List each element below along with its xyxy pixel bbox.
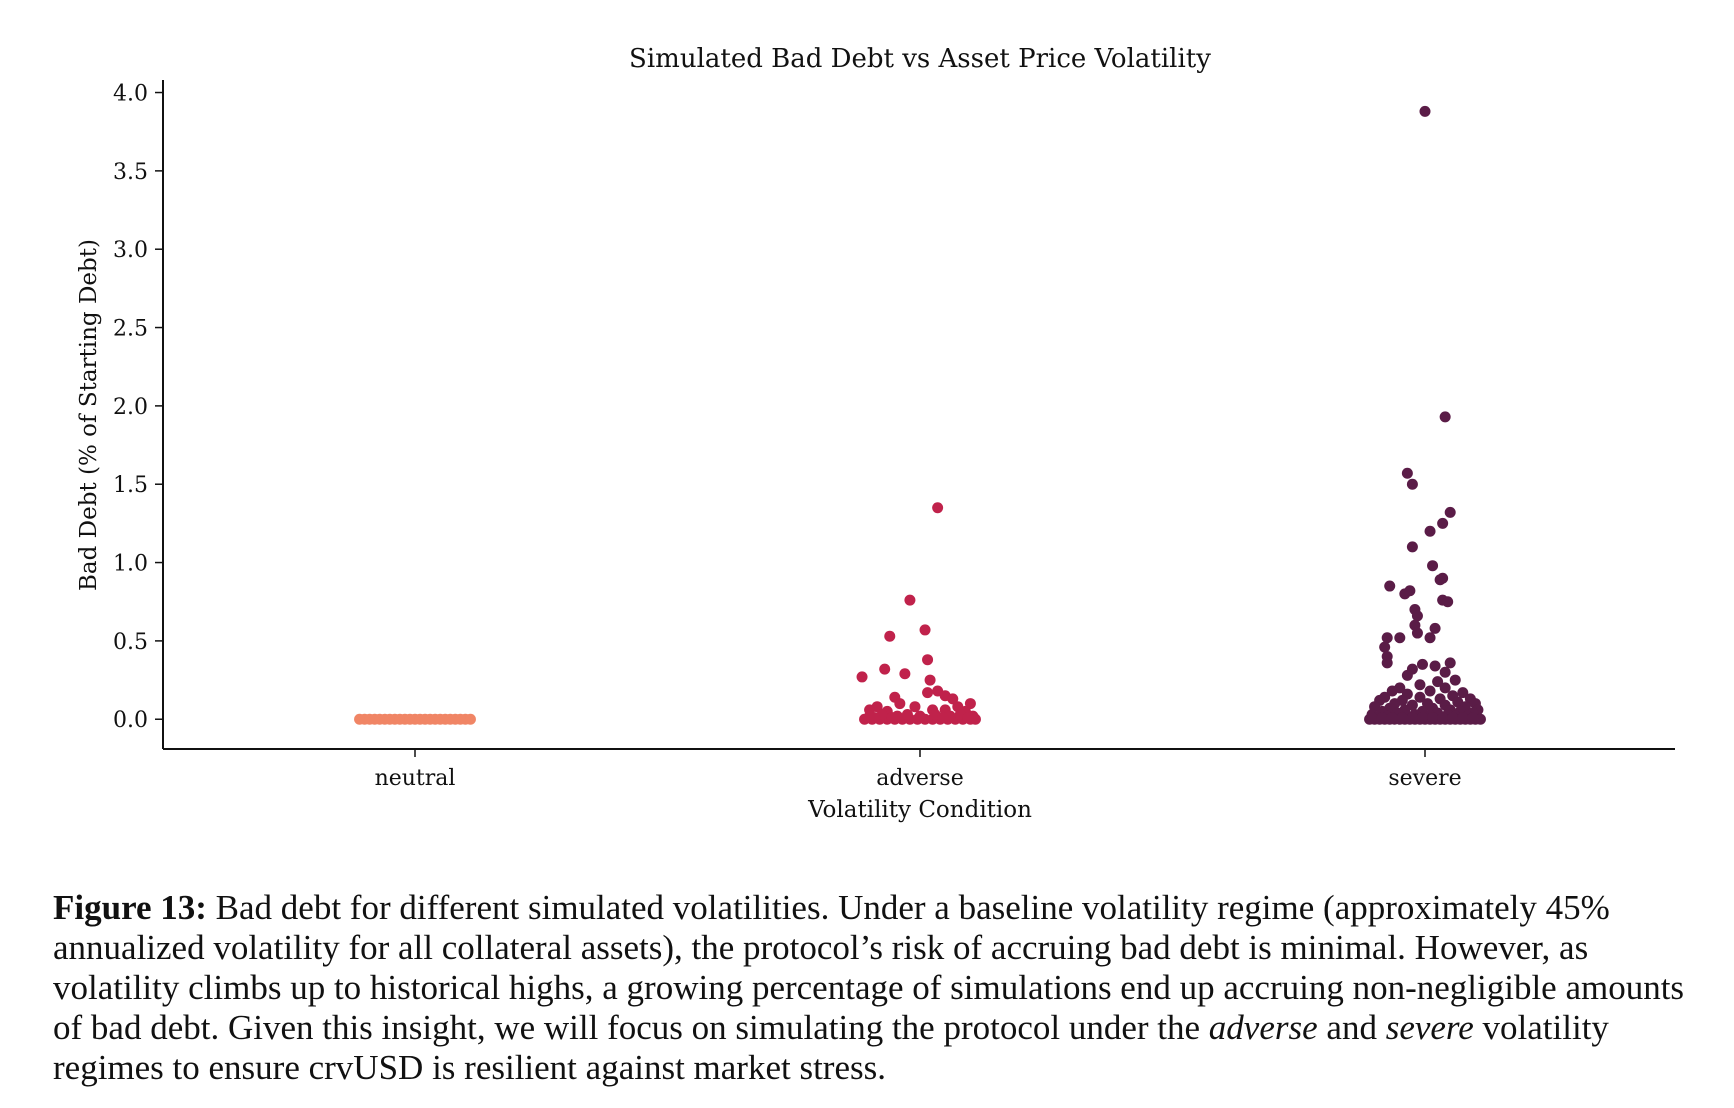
data-point-severe — [1376, 712, 1388, 724]
chart-title: Simulated Bad Debt vs Asset Price Volati… — [629, 44, 1211, 74]
data-point-adverse — [904, 594, 916, 606]
data-point-severe — [1416, 658, 1428, 670]
y-tick-label: 3.5 — [113, 160, 148, 185]
y-tick-label: 0.5 — [113, 630, 148, 655]
caption-text-1: Bad debt for different simulated volatil… — [53, 888, 1685, 1047]
data-point-severe — [1439, 411, 1451, 423]
x-axis-label: Volatility Condition — [807, 797, 1032, 823]
data-point-severe — [1424, 525, 1436, 537]
y-tick-label: 0.0 — [113, 708, 148, 733]
data-point-adverse — [922, 687, 934, 699]
data-point-severe — [1444, 657, 1456, 669]
data-point-adverse — [909, 701, 921, 713]
data-point-severe — [1442, 596, 1454, 608]
data-point-adverse — [886, 712, 898, 724]
data-point-adverse — [914, 710, 926, 722]
data-points — [354, 105, 1486, 725]
data-point-severe — [1439, 666, 1451, 678]
data-point-severe — [1457, 687, 1469, 699]
y-tick-label: 1.5 — [113, 473, 148, 498]
data-point-severe — [1381, 632, 1393, 644]
data-point-adverse — [879, 663, 891, 675]
data-point-neutral — [464, 713, 476, 725]
data-point-severe — [1437, 517, 1449, 529]
caption-em-adverse: adverse — [1208, 1008, 1318, 1047]
x-tick-label: neutral — [375, 766, 456, 791]
data-point-adverse — [899, 668, 911, 680]
x-tick-label: severe — [1388, 766, 1461, 791]
data-point-severe — [1427, 560, 1439, 572]
caption-text-2: and — [1317, 1008, 1386, 1047]
data-point-severe — [1416, 712, 1428, 724]
data-point-severe — [1429, 660, 1441, 672]
data-point-severe — [1401, 669, 1413, 681]
data-point-adverse — [962, 712, 974, 724]
data-point-adverse — [932, 502, 944, 514]
data-point-severe — [1457, 712, 1469, 724]
data-point-severe — [1432, 676, 1444, 688]
data-point-severe — [1366, 712, 1378, 724]
data-point-severe — [1447, 712, 1459, 724]
data-point-severe — [1419, 105, 1431, 117]
data-point-severe — [1444, 506, 1456, 518]
data-point-severe — [1386, 712, 1398, 724]
caption-em-severe: severe — [1385, 1008, 1474, 1047]
bad-debt-strip-chart: Simulated Bad Debt vs Asset Price Volati… — [76, 44, 1675, 823]
data-point-adverse — [856, 671, 868, 683]
data-point-severe — [1406, 478, 1418, 490]
data-point-severe — [1429, 622, 1441, 634]
data-point-severe — [1411, 610, 1423, 622]
data-point-severe — [1414, 691, 1426, 703]
data-point-severe — [1424, 685, 1436, 697]
data-point-adverse — [964, 698, 976, 710]
data-point-severe — [1434, 574, 1446, 586]
data-point-severe — [1396, 712, 1408, 724]
data-point-severe — [1381, 657, 1393, 669]
data-point-severe — [1411, 627, 1423, 639]
y-tick-label: 2.5 — [113, 317, 148, 342]
chart-axes: 0.0 0.5 1.0 1.5 2.0 2.5 3.0 3.5 4.0 neutral advers… — [113, 80, 1675, 791]
x-tick-label: adverse — [876, 766, 963, 791]
data-point-severe — [1379, 641, 1391, 653]
y-tick-label: 3.0 — [113, 238, 148, 263]
data-point-severe — [1427, 712, 1439, 724]
data-point-adverse — [869, 712, 881, 724]
data-point-severe — [1384, 580, 1396, 592]
data-point-severe — [1437, 712, 1449, 724]
data-point-severe — [1467, 712, 1479, 724]
data-point-severe — [1414, 679, 1426, 691]
figure-caption: Figure 13: Bad debt for different simula… — [53, 888, 1693, 1088]
y-axis-label: Bad Debt (% of Starting Debt) — [76, 239, 102, 591]
y-tick-label: 4.0 — [113, 82, 148, 107]
data-point-severe — [1406, 541, 1418, 553]
data-point-severe — [1386, 685, 1398, 697]
data-point-adverse — [901, 709, 913, 721]
data-point-adverse — [937, 712, 949, 724]
data-point-severe — [1404, 585, 1416, 597]
data-point-severe — [1439, 682, 1451, 694]
data-point-severe — [1401, 467, 1413, 479]
y-tick-label: 2.0 — [113, 395, 148, 420]
data-point-adverse — [884, 630, 896, 642]
data-point-severe — [1424, 632, 1436, 644]
data-point-severe — [1406, 712, 1418, 724]
data-point-adverse — [924, 674, 936, 686]
data-point-adverse — [919, 624, 931, 636]
data-point-adverse — [947, 693, 959, 705]
data-point-adverse — [922, 654, 934, 666]
figure-label: Figure 13: — [53, 888, 207, 927]
data-point-adverse — [894, 698, 906, 710]
data-point-severe — [1449, 674, 1461, 686]
y-tick-label: 1.0 — [113, 552, 148, 577]
data-point-severe — [1394, 632, 1406, 644]
caption-text-3: volatility regimes to ensure crvUSD is r… — [53, 1008, 1609, 1087]
